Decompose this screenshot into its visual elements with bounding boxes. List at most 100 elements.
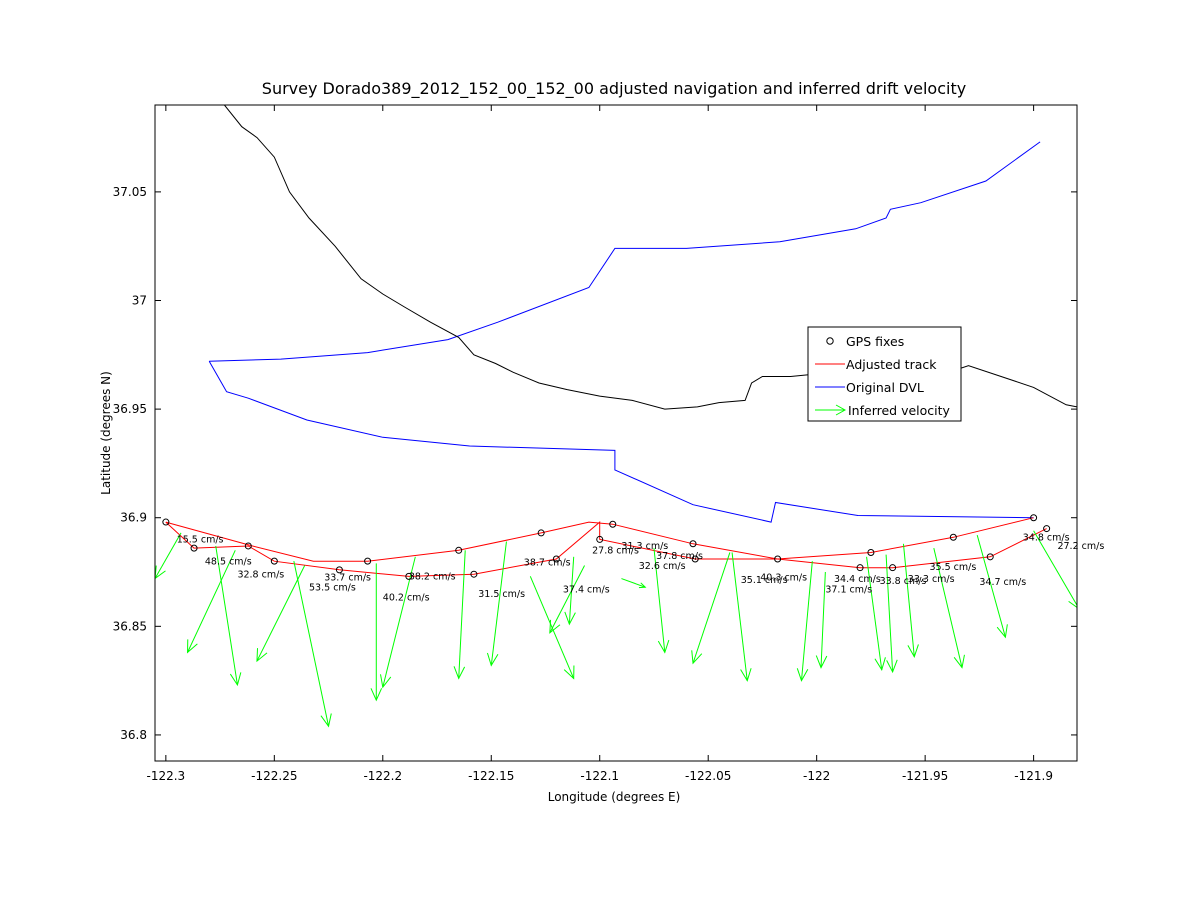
velocity-arrow — [796, 561, 813, 682]
velocity-arrow — [731, 552, 752, 682]
velocity-arrow — [549, 565, 585, 634]
y-tick-label: 36.9 — [120, 511, 147, 525]
gps-fix-marker — [470, 570, 478, 578]
velocity-arrow — [529, 576, 575, 680]
legend-label-gps-fixes: GPS fixes — [846, 334, 904, 349]
velocity-label: 33.7 cm/s — [324, 573, 371, 584]
series-line-original-dvl-1 — [208, 361, 1034, 523]
velocity-arrow — [256, 565, 306, 663]
velocity-label: 34.8 cm/s — [1023, 533, 1070, 544]
velocity-label: 31.3 cm/s — [621, 541, 668, 552]
velocity-label: 27.2 cm/s — [1057, 541, 1104, 552]
velocity-label: 38.7 cm/s — [524, 558, 571, 569]
velocity-label: 34.4 cm/s — [834, 574, 881, 585]
gps-fix-marker — [889, 564, 897, 572]
legend-marker-gps-fixes — [826, 337, 834, 345]
velocity-arrow — [815, 571, 828, 669]
y-tick-label: 36.95 — [113, 402, 147, 416]
velocity-arrow — [976, 534, 1008, 639]
plot-frame — [154, 104, 1078, 762]
velocity-arrow — [486, 541, 507, 667]
gps-fix-marker — [190, 544, 198, 552]
velocity-label: 37.1 cm/s — [825, 585, 872, 596]
gps-fix-marker — [949, 533, 957, 541]
velocity-label: 32.6 cm/s — [639, 561, 686, 572]
velocity-label: 53.5 cm/s — [309, 582, 356, 593]
velocity-arrow — [453, 550, 466, 680]
x-tick-label: -122.3 — [147, 769, 186, 783]
y-tick-label: 36.85 — [113, 619, 147, 633]
velocity-arrow — [621, 578, 647, 589]
velocity-arrow — [1033, 530, 1077, 609]
gps-fix-marker — [691, 555, 699, 563]
velocity-label: 32.8 cm/s — [237, 569, 284, 580]
x-tick-label: -122.2 — [363, 769, 402, 783]
gps-fix-marker — [552, 555, 560, 563]
velocity-label: 33.3 cm/s — [908, 574, 955, 585]
gps-fix-marker — [986, 553, 994, 561]
x-tick-label: -121.95 — [902, 769, 948, 783]
x-tick-label: -122.15 — [468, 769, 514, 783]
velocity-label: 31.5 cm/s — [478, 589, 525, 600]
gps-fix-marker — [270, 557, 278, 565]
gps-fix-marker — [867, 548, 875, 556]
x-tick-label: -122 — [803, 769, 830, 783]
gps-fix-marker — [596, 535, 604, 543]
y-tick-label: 37 — [132, 293, 147, 307]
gps-fix-marker — [774, 555, 782, 563]
velocity-label: 40.3 cm/s — [760, 573, 807, 584]
x-tick-label: -122.1 — [580, 769, 619, 783]
chart-title: Survey Dorado389_2012_152_00_152_00 adju… — [262, 79, 966, 99]
velocity-label: 40.2 cm/s — [383, 592, 430, 603]
velocity-arrow — [885, 554, 898, 674]
gps-fix-marker — [405, 572, 413, 580]
legend: GPS fixes Adjusted track Original DVL In… — [807, 326, 962, 422]
legend-label-adjusted-track: Adjusted track — [846, 357, 937, 372]
gps-fix-marker — [609, 520, 617, 528]
velocity-arrow — [933, 548, 965, 669]
velocity-label: 35.1 cm/s — [741, 575, 788, 586]
series-line-adjusted-track-3 — [165, 521, 1047, 577]
legend-label-inferred-velocity: Inferred velocity — [848, 403, 951, 418]
gps-fix-marker — [455, 546, 463, 554]
velocity-label: 37.8 cm/s — [656, 551, 703, 562]
x-tick-label: -121.9 — [1014, 769, 1053, 783]
series-line-original-dvl-0 — [209, 141, 1041, 362]
velocity-arrow — [187, 550, 236, 654]
legend-arrow-inferred-velocity — [815, 404, 847, 416]
series-line-adjusted-track-4 — [165, 517, 1034, 562]
velocity-arrow — [293, 561, 332, 728]
velocity-arrow — [380, 556, 416, 689]
gps-fix-marker — [244, 542, 252, 550]
velocity-label: 15.5 cm/s — [177, 535, 224, 546]
velocity-label: 37.4 cm/s — [563, 585, 610, 596]
y-tick-label: 37.05 — [113, 185, 147, 199]
gps-fix-marker — [335, 566, 343, 574]
y-axis-title: Latitude (degrees N) — [99, 371, 113, 495]
y-tick-label: 36.8 — [120, 728, 147, 742]
velocity-arrow — [902, 543, 919, 658]
velocity-label: 35.5 cm/s — [929, 562, 976, 573]
x-tick-label: -122.25 — [251, 769, 297, 783]
gps-fix-marker — [689, 540, 697, 548]
gps-fix-marker — [364, 557, 372, 565]
x-axis-title: Longitude (degrees E) — [548, 790, 681, 804]
velocity-arrow — [691, 552, 731, 665]
velocity-arrow — [370, 563, 383, 702]
velocity-arrow — [215, 545, 242, 687]
velocity-label: 27.8 cm/s — [592, 546, 639, 557]
velocity-label: 38.2 cm/s — [409, 572, 456, 583]
legend-box — [807, 326, 962, 422]
x-tick-label: -122.05 — [685, 769, 731, 783]
gps-fix-marker — [162, 518, 170, 526]
legend-label-original-dvl: Original DVL — [846, 380, 924, 395]
gps-fix-marker — [537, 529, 545, 537]
gps-fix-marker — [856, 564, 864, 572]
velocity-label: 48.5 cm/s — [205, 556, 252, 567]
gps-fix-marker — [1043, 525, 1051, 533]
velocity-arrow — [866, 556, 886, 671]
velocity-label: 34.7 cm/s — [979, 577, 1026, 588]
velocity-label: 33.8 cm/s — [880, 576, 927, 587]
velocity-arrow — [653, 548, 670, 654]
